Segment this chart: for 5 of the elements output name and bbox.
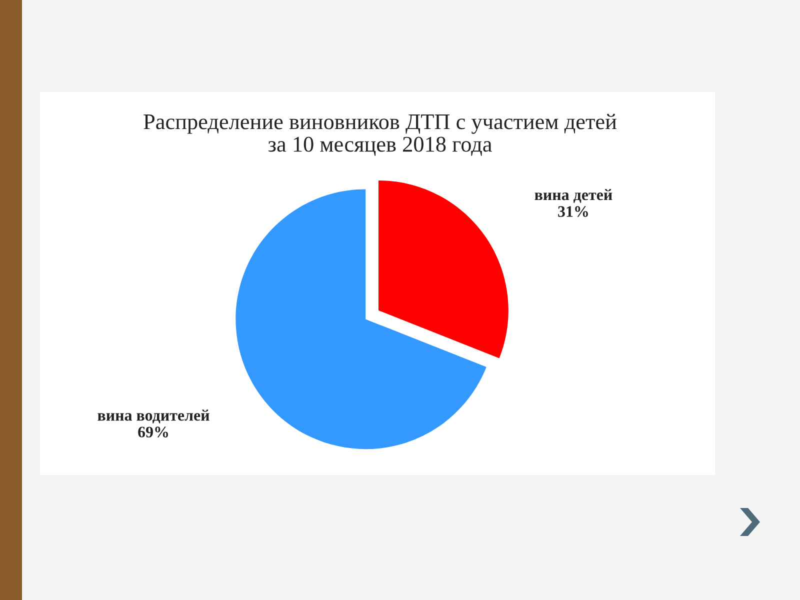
data-label: 31%: [558, 206, 588, 217]
slice-label: вина детей: [534, 189, 612, 203]
data-label: 69%: [138, 426, 168, 438]
chart-title: Распределение виновников ДТП с участием детей за 10 месяцев 2018 года: [144, 114, 616, 156]
slice-label: вина водителей: [98, 410, 210, 424]
